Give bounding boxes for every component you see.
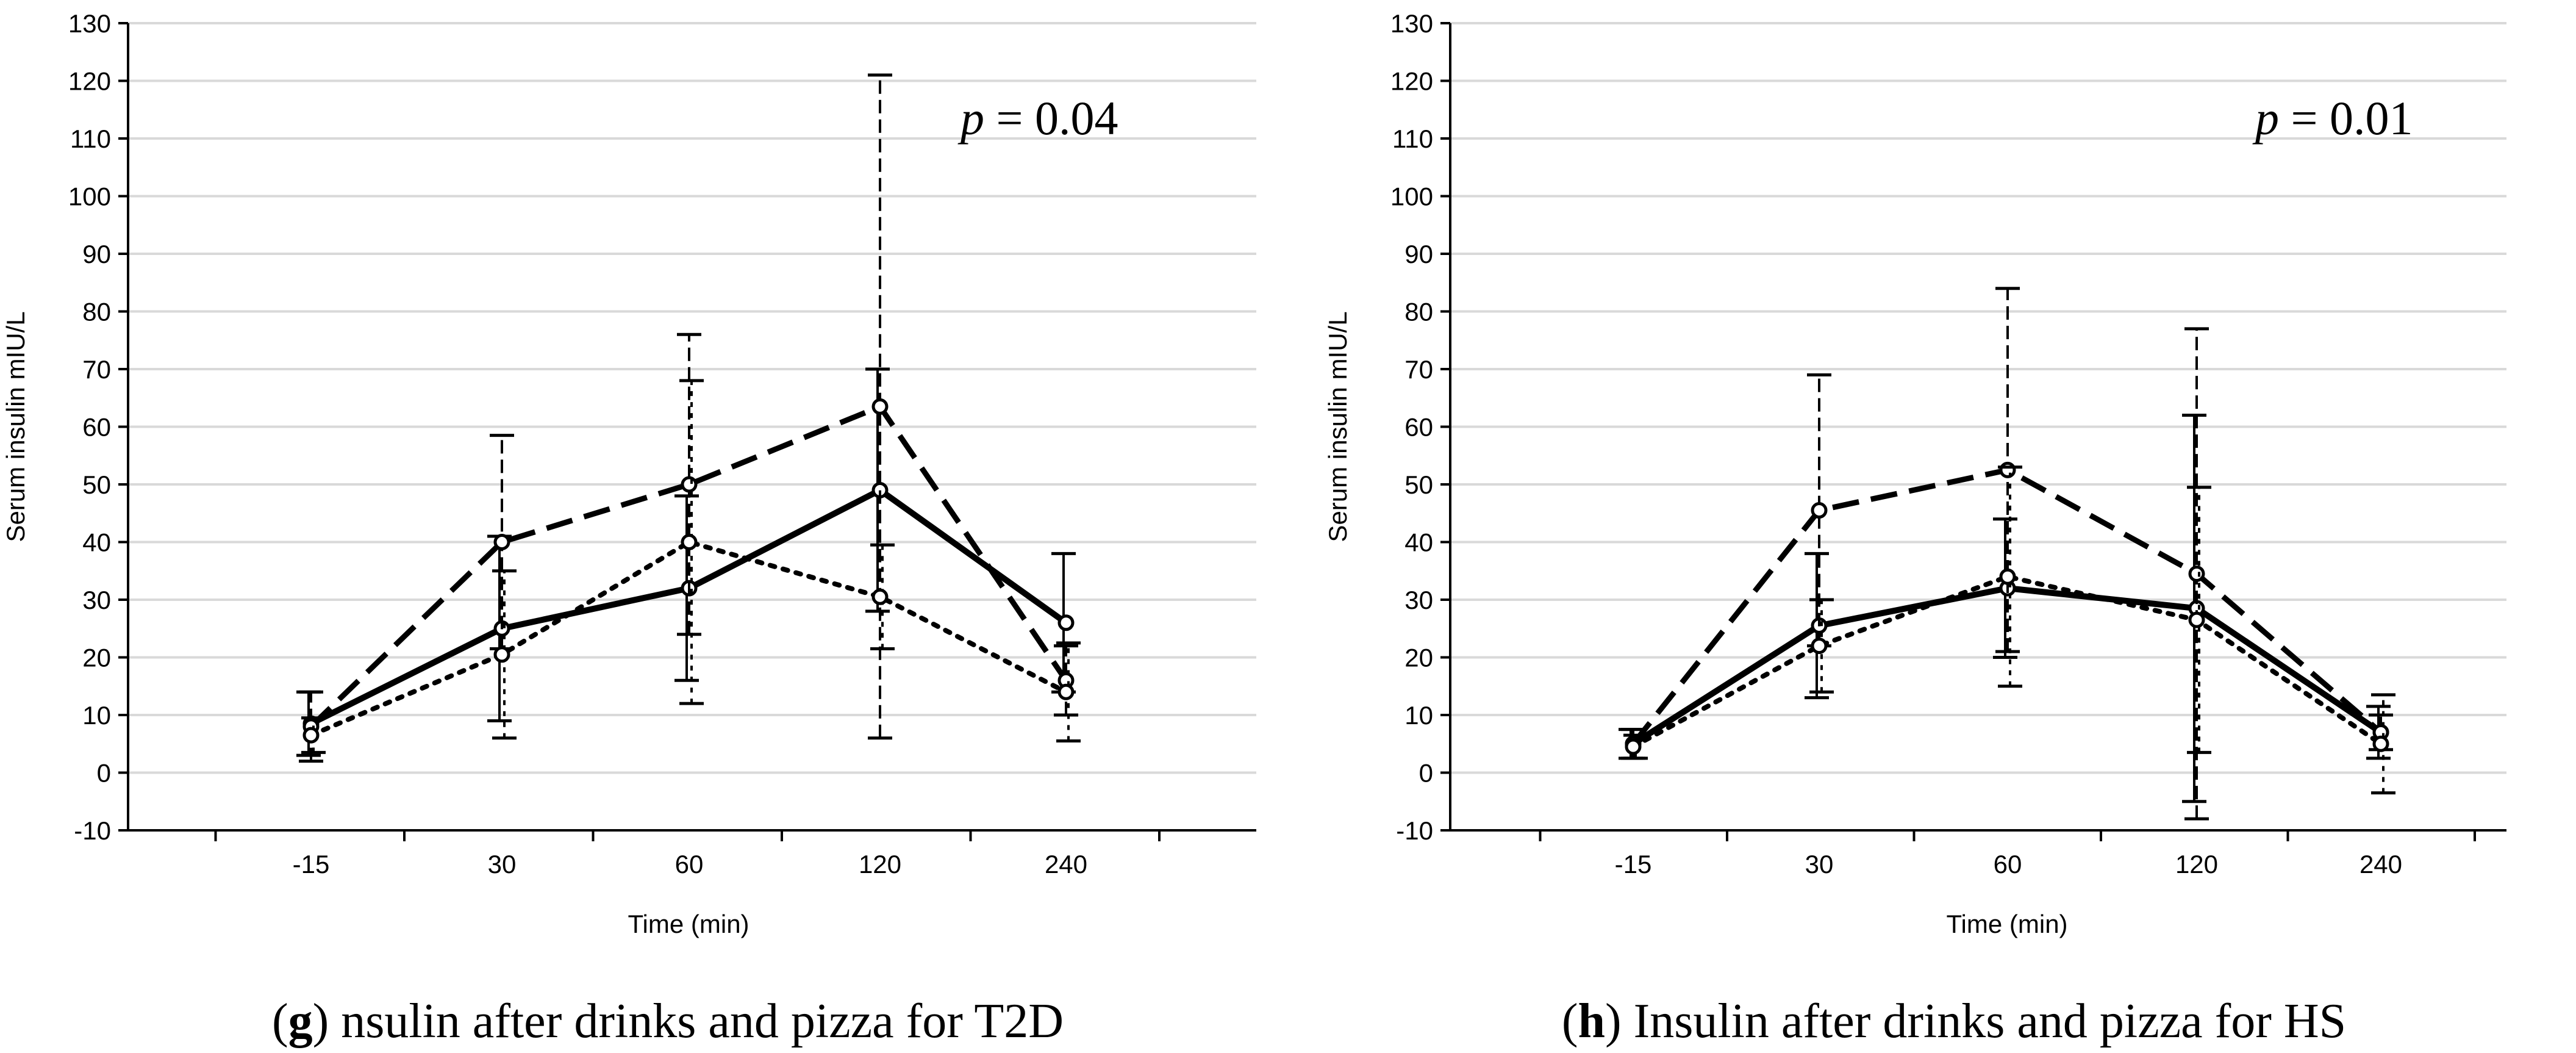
data-point bbox=[681, 476, 698, 493]
p-value-annotation: p = 0.04 bbox=[957, 92, 1118, 145]
y-tick-label: 100 bbox=[1390, 182, 1433, 211]
x-tick-label: 30 bbox=[488, 850, 517, 879]
y-tick-label: 130 bbox=[68, 9, 111, 38]
y-tick-label: -10 bbox=[1396, 816, 1433, 845]
y-tick-label: 90 bbox=[1404, 240, 1433, 268]
panel-letter: h bbox=[1578, 994, 1605, 1048]
y-tick-label: 70 bbox=[82, 355, 111, 384]
data-point bbox=[2188, 611, 2205, 628]
y-tick-label: 50 bbox=[1404, 470, 1433, 499]
y-tick-label: 110 bbox=[1392, 124, 1433, 153]
x-tick-label: -15 bbox=[293, 850, 330, 879]
x-tick-label: 30 bbox=[1805, 850, 1834, 879]
y-tick-label: 100 bbox=[68, 182, 111, 211]
data-point bbox=[1811, 502, 1828, 519]
p-value-annotation: p = 0.01 bbox=[2252, 92, 2413, 145]
y-tick-label: 60 bbox=[82, 413, 111, 442]
y-tick-label: 130 bbox=[1390, 9, 1433, 38]
y-tick-label: 80 bbox=[82, 298, 111, 326]
y-tick-label: 60 bbox=[1404, 413, 1433, 442]
panel-caption: (g) nsulin after drinks and pizza for T2… bbox=[272, 994, 1064, 1048]
data-point bbox=[871, 398, 889, 415]
caption-text: Insulin after drinks and pizza for HS bbox=[1634, 994, 2347, 1048]
y-tick-label: 40 bbox=[1404, 528, 1433, 557]
data-point bbox=[1999, 568, 2016, 585]
data-point bbox=[1811, 638, 1828, 655]
y-tick-label: 10 bbox=[82, 701, 111, 730]
panel-letter: g bbox=[288, 994, 313, 1048]
series-line-dotted bbox=[1631, 574, 2383, 749]
y-axis-title: Serum insulin mIU/L bbox=[1323, 311, 1352, 542]
chart-panel-g: -10 0 10 20 30 40 50 60 70 80 90 100 110 120 130 -15 30 6… bbox=[1, 9, 1256, 1048]
p-value: = 0.04 bbox=[984, 92, 1118, 145]
data-point bbox=[2372, 735, 2389, 752]
data-point bbox=[493, 646, 510, 663]
y-tick-label: 0 bbox=[97, 759, 111, 788]
x-tick-label: 60 bbox=[1994, 850, 2022, 879]
series-dotted bbox=[301, 379, 1081, 754]
y-tick-label: 50 bbox=[82, 470, 111, 499]
p-symbol: p bbox=[957, 92, 984, 145]
x-axis-title: Time (min) bbox=[1946, 910, 2067, 938]
p-value: = 0.01 bbox=[2279, 92, 2413, 145]
data-point bbox=[1999, 461, 2016, 478]
data-point bbox=[681, 534, 698, 550]
chart-panel-h: -10 0 10 20 30 40 50 60 70 80 90 100 110 120 130 -15 30 6… bbox=[1323, 9, 2506, 1048]
data-point bbox=[1057, 683, 1075, 700]
data-point bbox=[1625, 738, 1642, 755]
data-point bbox=[871, 588, 889, 605]
caption-paren: ( bbox=[272, 994, 288, 1048]
caption-paren: ) bbox=[1605, 994, 1634, 1048]
caption-paren: ( bbox=[1562, 994, 1578, 1048]
y-tick-label: 40 bbox=[82, 528, 111, 557]
data-point bbox=[493, 534, 510, 550]
y-tick-label: 20 bbox=[82, 644, 111, 672]
y-tick-label: 30 bbox=[82, 586, 111, 614]
y-tick-label: 0 bbox=[1419, 759, 1433, 788]
x-axis-title: Time (min) bbox=[628, 910, 749, 938]
y-tick-label: 20 bbox=[1404, 644, 1433, 672]
x-tick-label: 60 bbox=[675, 850, 704, 879]
series-dotted bbox=[1623, 465, 2395, 795]
y-tick-label: 90 bbox=[82, 240, 111, 268]
series-line-dashed bbox=[309, 403, 1068, 729]
y-tick-label: 80 bbox=[1404, 298, 1433, 326]
data-point bbox=[302, 727, 320, 744]
data-point bbox=[1057, 614, 1075, 631]
y-tick-label: 10 bbox=[1404, 701, 1433, 730]
panel-caption: (h) Insulin after drinks and pizza for H… bbox=[1562, 994, 2346, 1048]
y-tick-label: 70 bbox=[1404, 355, 1433, 384]
caption-paren: ) bbox=[313, 994, 342, 1048]
caption-text: nsulin after drinks and pizza for T2D bbox=[341, 994, 1064, 1048]
y-tick-label: 110 bbox=[70, 124, 111, 153]
x-tick-label: 120 bbox=[859, 850, 901, 879]
y-tick-label: 120 bbox=[1390, 67, 1433, 96]
data-point bbox=[2188, 565, 2205, 582]
x-tick-label: 240 bbox=[2360, 850, 2402, 879]
y-tick-label: 120 bbox=[68, 67, 111, 96]
x-tick-label: 240 bbox=[1045, 850, 1087, 879]
y-axis-title: Serum insulin mIU/L bbox=[1, 311, 30, 542]
x-tick-label: -15 bbox=[1615, 850, 1652, 879]
x-tick-label: 120 bbox=[2175, 850, 2218, 879]
series-line-dotted bbox=[309, 539, 1068, 738]
p-symbol: p bbox=[2252, 92, 2279, 145]
y-tick-label: -10 bbox=[74, 816, 111, 845]
y-tick-label: 30 bbox=[1404, 586, 1433, 614]
